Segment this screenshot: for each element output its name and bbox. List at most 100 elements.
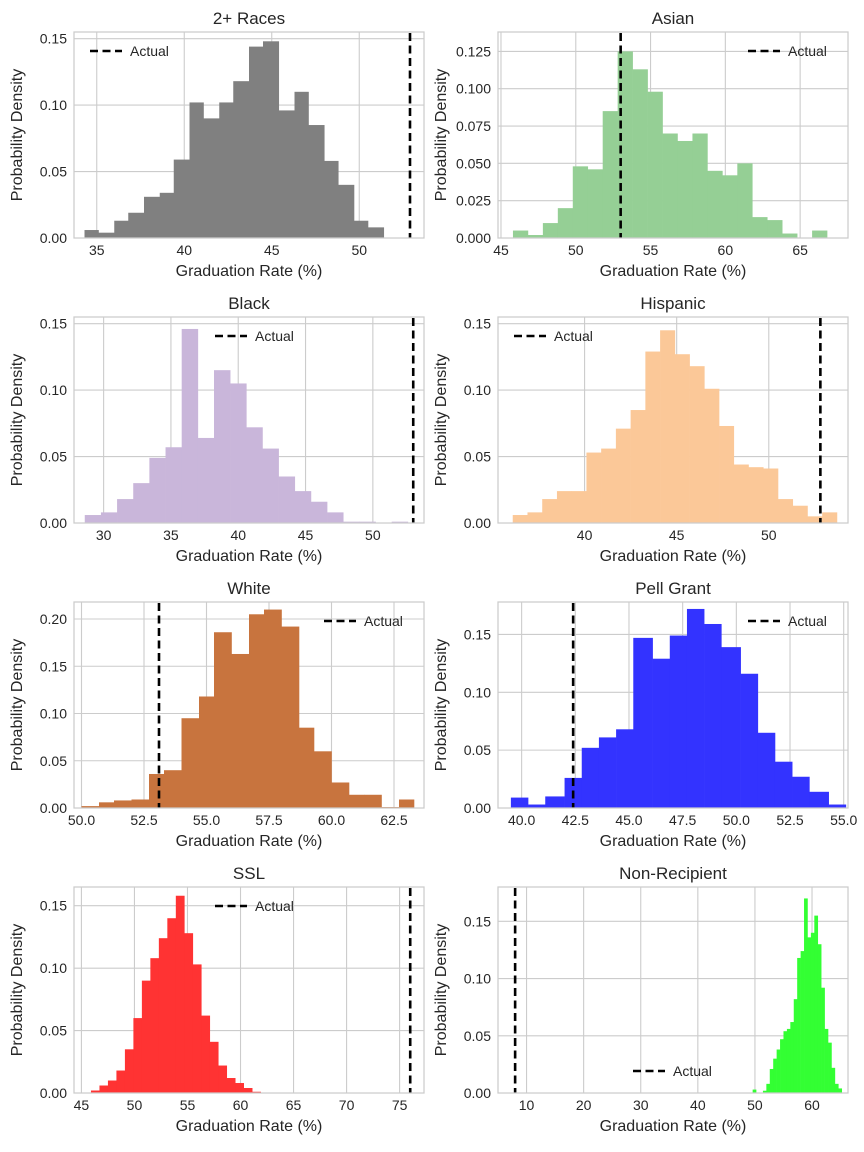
panel-asian: 45 50 55 60 65 0.000 0.025 0.050 0.075 0.100 0.125… bbox=[433, 9, 849, 280]
histogram-bar bbox=[264, 609, 282, 808]
y-tick-label: 0.10 bbox=[40, 97, 67, 113]
x-tick-label: 50 bbox=[351, 242, 367, 258]
x-tick-label: 10 bbox=[519, 1097, 535, 1113]
histogram-bar bbox=[834, 1083, 839, 1093]
histogram-bar bbox=[792, 776, 810, 808]
axes-frame bbox=[497, 31, 849, 239]
histogram-bar bbox=[647, 91, 663, 238]
histogram-bar bbox=[364, 794, 382, 808]
histogram-bar bbox=[159, 192, 175, 238]
histogram-bar bbox=[616, 729, 634, 808]
x-axis-label: Graduation Rate (%) bbox=[600, 833, 747, 850]
histogram-bar bbox=[722, 175, 738, 238]
x-tick-label: 70 bbox=[339, 1097, 355, 1113]
histogram-bar bbox=[707, 170, 723, 238]
histogram-bar bbox=[812, 230, 828, 238]
y-tick-label: 0.05 bbox=[40, 753, 67, 769]
histogram-bar bbox=[84, 230, 99, 238]
histogram-bar bbox=[243, 1088, 253, 1093]
x-tick-label: 50 bbox=[568, 242, 584, 258]
x-axis-label: Graduation Rate (%) bbox=[176, 833, 323, 850]
histogram-bar bbox=[776, 1049, 781, 1093]
histogram-bar bbox=[828, 1042, 832, 1093]
chart-title: Asian bbox=[652, 9, 695, 28]
histogram-bar bbox=[512, 230, 529, 238]
histogram-bar bbox=[294, 91, 309, 238]
histogram-bar bbox=[359, 521, 376, 523]
y-axis-label: Probability Density bbox=[9, 924, 26, 1057]
y-axis-label: Probability Density bbox=[9, 69, 26, 202]
x-tick-label: 45 bbox=[669, 527, 685, 543]
histogram-bar bbox=[780, 1039, 784, 1093]
histogram-bar bbox=[281, 626, 300, 808]
chart-title: Pell Grant bbox=[635, 579, 711, 598]
histogram-bar bbox=[133, 483, 150, 523]
legend: Actual bbox=[215, 328, 294, 344]
y-tick-label: 0.000 bbox=[456, 230, 491, 246]
histogram-bar bbox=[632, 69, 648, 238]
histogram-bar bbox=[116, 1070, 126, 1093]
histogram-bar bbox=[150, 958, 160, 1093]
histogram-bar bbox=[230, 383, 247, 523]
panel-hispanic: 40 45 50 0.00 0.05 0.10 0.15 Hispanic Graduation… bbox=[433, 294, 849, 565]
y-tick-label: 0.15 bbox=[464, 316, 491, 332]
x-tick-label: 40.0 bbox=[508, 812, 535, 828]
histogram-bar bbox=[99, 1085, 109, 1093]
histogram-bar bbox=[527, 512, 543, 523]
y-axis-label: Probability Density bbox=[433, 924, 450, 1057]
y-tick-label: 0.05 bbox=[40, 1023, 67, 1039]
x-tick-label: 42.5 bbox=[562, 812, 589, 828]
y-tick-label: 0.00 bbox=[40, 1085, 67, 1101]
axes-frame bbox=[73, 886, 425, 1094]
x-axis-label: Graduation Rate (%) bbox=[600, 1118, 747, 1135]
legend-label: Actual bbox=[788, 613, 827, 629]
histogram-bar bbox=[828, 804, 847, 808]
histogram-bar bbox=[767, 220, 783, 238]
histogram-bar bbox=[556, 491, 572, 523]
axes-frame bbox=[497, 316, 849, 524]
x-axis-label: Graduation Rate (%) bbox=[176, 1118, 323, 1135]
y-tick-label: 0.10 bbox=[464, 382, 491, 398]
y-tick-label: 0.10 bbox=[40, 960, 67, 976]
legend: Actual bbox=[215, 898, 294, 914]
panel-2-races: 35 40 45 50 0.00 0.05 0.10 0.15 2+ Races Graduati… bbox=[9, 9, 425, 280]
histogram-bar bbox=[704, 623, 722, 808]
y-tick-label: 0.20 bbox=[40, 611, 67, 627]
histogram-bar bbox=[510, 797, 529, 808]
x-tick-label: 45 bbox=[298, 527, 314, 543]
histogram-bar bbox=[100, 512, 118, 523]
histogram-bar bbox=[677, 140, 693, 238]
y-axis-label: Probability Density bbox=[433, 354, 450, 487]
y-tick-label: 0.15 bbox=[464, 913, 491, 929]
histogram-bar bbox=[343, 521, 360, 523]
histogram-bar bbox=[165, 447, 182, 523]
x-tick-label: 55 bbox=[180, 1097, 196, 1113]
y-tick-label: 0.15 bbox=[40, 898, 67, 914]
y-tick-label: 0.00 bbox=[464, 1085, 491, 1101]
x-axis-label: Graduation Rate (%) bbox=[600, 548, 747, 565]
y-tick-label: 0.15 bbox=[464, 626, 491, 642]
axes-frame bbox=[73, 31, 425, 239]
histogram-bar bbox=[804, 898, 808, 1093]
histogram-bar bbox=[838, 1088, 843, 1093]
legend-label: Actual bbox=[130, 43, 169, 59]
histogram-bar bbox=[783, 1031, 788, 1093]
histogram-bar bbox=[598, 737, 617, 808]
y-tick-label: 0.05 bbox=[40, 164, 67, 180]
x-tick-label: 20 bbox=[576, 1097, 592, 1113]
x-tick-label: 45 bbox=[493, 242, 509, 258]
x-tick-label: 65 bbox=[792, 242, 808, 258]
histogram-bar bbox=[527, 235, 544, 238]
histogram-bar bbox=[184, 933, 194, 1093]
y-axis-label: Probability Density bbox=[9, 639, 26, 772]
histogram-bar bbox=[167, 918, 177, 1093]
histogram-bar bbox=[602, 111, 618, 238]
histogram-bar bbox=[674, 354, 690, 523]
histogram-bar bbox=[324, 160, 339, 238]
x-tick-label: 40 bbox=[230, 527, 246, 543]
histogram-bar bbox=[737, 163, 753, 238]
histogram-bar bbox=[131, 799, 150, 808]
histogram-bar bbox=[748, 467, 764, 523]
histogram-bar bbox=[133, 1018, 143, 1093]
histogram-bar bbox=[633, 637, 653, 808]
